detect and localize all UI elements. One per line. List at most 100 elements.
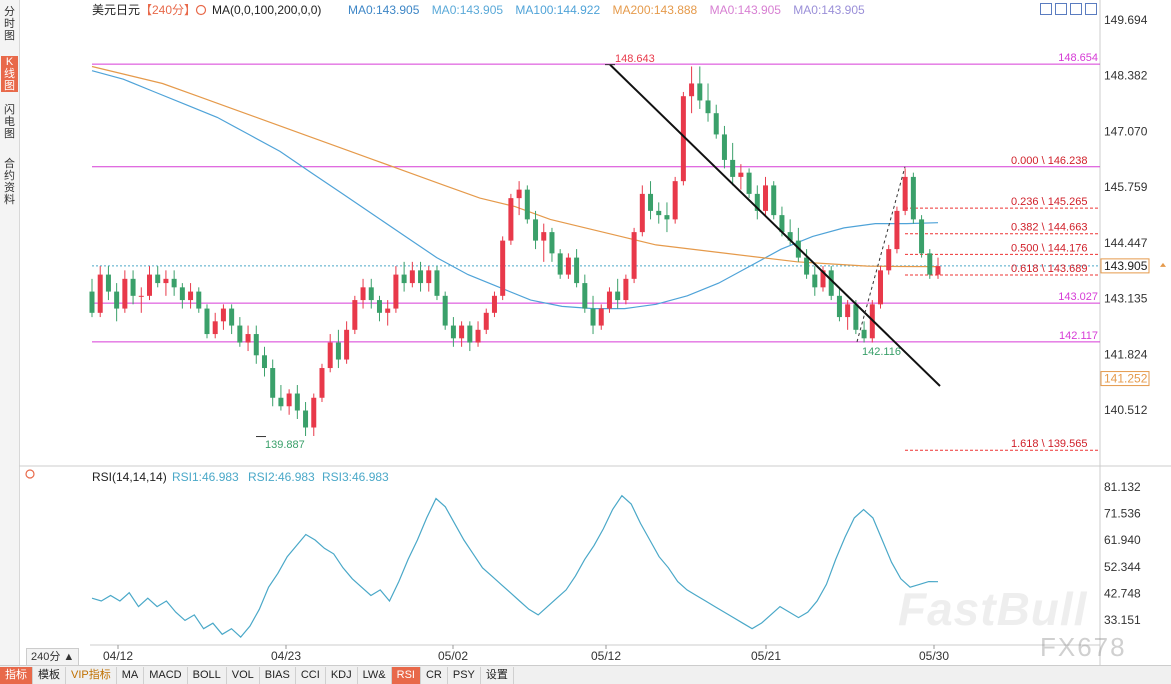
candle-body <box>878 270 884 305</box>
zoom-in-icon[interactable] <box>1055 3 1067 15</box>
high-price-label: 148.643 <box>615 53 655 65</box>
indicator-tab-bias-7[interactable]: BIAS <box>260 666 296 684</box>
candle-body <box>212 321 218 335</box>
candle-body <box>114 291 120 309</box>
candle-body <box>935 266 941 275</box>
candle-body <box>434 270 440 296</box>
candle-body <box>385 308 391 313</box>
zoom-out-icon[interactable] <box>1070 3 1082 15</box>
candle-body <box>409 270 415 284</box>
candle-body <box>861 329 867 339</box>
ma-title: MA(0,0,100,200,0,0) <box>212 3 321 17</box>
price-chart[interactable]: 美元日元 【240分】 MA(0,0,100,200,0,0) MA0:143.… <box>0 0 1171 665</box>
candle-body <box>754 193 760 211</box>
price-tick: 144.447 <box>1104 236 1148 250</box>
current-price-marker <box>1160 262 1166 267</box>
candle-body <box>853 304 859 330</box>
candle-body <box>376 300 382 313</box>
horizontal-line-label: 148.654 <box>1058 52 1098 64</box>
candle-body <box>779 215 785 233</box>
candle-body <box>680 96 686 182</box>
candle-body <box>804 257 810 275</box>
indicator-tab-boll-5[interactable]: BOLL <box>188 666 227 684</box>
candle-body <box>557 253 563 275</box>
tab-kline[interactable]: K线图 <box>1 56 18 92</box>
price-tick: 149.694 <box>1104 13 1148 27</box>
indicator-tab-ma-3[interactable]: MA <box>117 666 145 684</box>
candle-body <box>442 295 448 326</box>
ma-legend-item-5: MA0:143.905 <box>793 3 865 17</box>
candle-body <box>204 308 210 335</box>
indicator-tab-cci-8[interactable]: CCI <box>296 666 326 684</box>
indicator-tab-vol-6[interactable]: VOL <box>227 666 260 684</box>
candle-body <box>623 278 629 301</box>
ma200-tag <box>1100 371 1150 387</box>
indicator-tab--1[interactable]: 模板 <box>33 666 66 684</box>
candle-body <box>919 219 925 254</box>
fib-level-label: 0.236 \ 145.265 <box>1011 196 1087 208</box>
candle-body <box>229 308 235 326</box>
rsi-settings-icon[interactable] <box>25 469 35 479</box>
settings-icon[interactable] <box>195 4 207 16</box>
candle-body <box>335 342 341 360</box>
symbol-name: 美元日元 <box>92 3 140 17</box>
candle-body <box>656 210 662 216</box>
rsi-tick: 33.151 <box>1104 613 1141 627</box>
rsi-tick: 42.748 <box>1104 586 1141 600</box>
indicator-tab-rsi-11[interactable]: RSI <box>391 666 421 684</box>
candle-body <box>418 270 424 284</box>
candle-body <box>311 397 317 428</box>
watermark-brand: FastBull <box>898 583 1088 635</box>
candle-body <box>352 300 358 330</box>
candle-body <box>541 232 547 241</box>
candle-body <box>179 287 185 301</box>
timeframe-selector[interactable]: 240分 ▲ <box>26 648 80 666</box>
candle-body <box>467 325 473 343</box>
candle-body <box>672 181 678 220</box>
price-annotations: 148.643 139.887 142.116 <box>256 53 901 451</box>
candle-body <box>902 176 908 211</box>
indicator-tab--14[interactable]: 设置 <box>481 666 514 684</box>
candle-body <box>393 274 399 309</box>
horizontal-lines: 148.654 143.027 142.117 <box>92 52 1100 343</box>
candle-body <box>730 159 736 177</box>
candle-body <box>615 291 621 301</box>
ma-legend-item-0: MA0:143.905 <box>348 3 420 17</box>
indicator-tab-vip-2[interactable]: VIP指标 <box>66 666 117 684</box>
candle-body <box>606 291 612 309</box>
candle-body <box>713 113 719 135</box>
ma-legend-item-3: MA200:143.888 <box>613 3 698 17</box>
date-axis: 04/12 04/23 05/02 05/12 05/21 05/30 <box>103 645 949 663</box>
tab-contract-info[interactable]: 合约资料 <box>4 158 15 206</box>
indicator-tab--0[interactable]: 指标 <box>0 666 33 684</box>
fib-level-label: 0.382 \ 144.663 <box>1011 222 1087 234</box>
candle-body <box>278 397 284 407</box>
candlesticks <box>89 66 941 436</box>
candle-body <box>253 334 259 356</box>
candle-body <box>500 240 506 296</box>
ma-legend-item-2: MA100:144.922 <box>515 3 600 17</box>
fib-level-label: 1.618 \ 139.565 <box>1011 438 1087 450</box>
candle-body <box>738 172 744 177</box>
chart-toolbar <box>1040 3 1097 15</box>
trendlines <box>609 63 941 387</box>
indicator-tab-kdj-9[interactable]: KDJ <box>326 666 358 684</box>
candle-body <box>910 176 916 220</box>
rsi-tick: 81.132 <box>1104 480 1141 494</box>
candle-body <box>886 249 892 271</box>
indicator-tab-cr-12[interactable]: CR <box>421 666 448 684</box>
candle-body <box>344 329 350 360</box>
candle-body <box>927 253 933 275</box>
candle-body <box>237 325 243 343</box>
current-price-label: 143.905 <box>1104 259 1148 273</box>
tab-timeshare[interactable]: 分时图 <box>4 6 15 42</box>
candle-body <box>303 410 309 428</box>
tab-lightning[interactable]: 闪电图 <box>4 104 15 140</box>
sidebar: 分时图 K线图 闪电图 合约资料 <box>0 0 20 665</box>
crosshair-icon[interactable] <box>1040 3 1052 15</box>
indicator-tab-macd-4[interactable]: MACD <box>144 666 188 684</box>
candle-body <box>549 232 555 254</box>
fullscreen-icon[interactable] <box>1085 3 1097 15</box>
indicator-tab-lw-10[interactable]: LW& <box>358 666 392 684</box>
indicator-tab-psy-13[interactable]: PSY <box>448 666 481 684</box>
